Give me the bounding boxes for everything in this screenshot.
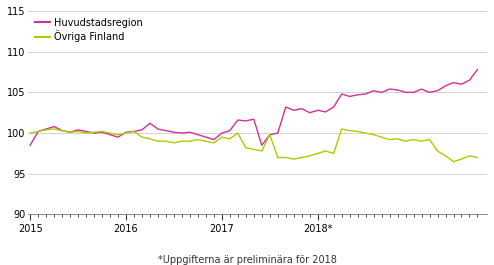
Legend: Huvudstadsregion, Övriga Finland: Huvudstadsregion, Övriga Finland <box>33 16 145 44</box>
Text: *Uppgifterna är preliminära för 2018: *Uppgifterna är preliminära för 2018 <box>158 255 336 265</box>
